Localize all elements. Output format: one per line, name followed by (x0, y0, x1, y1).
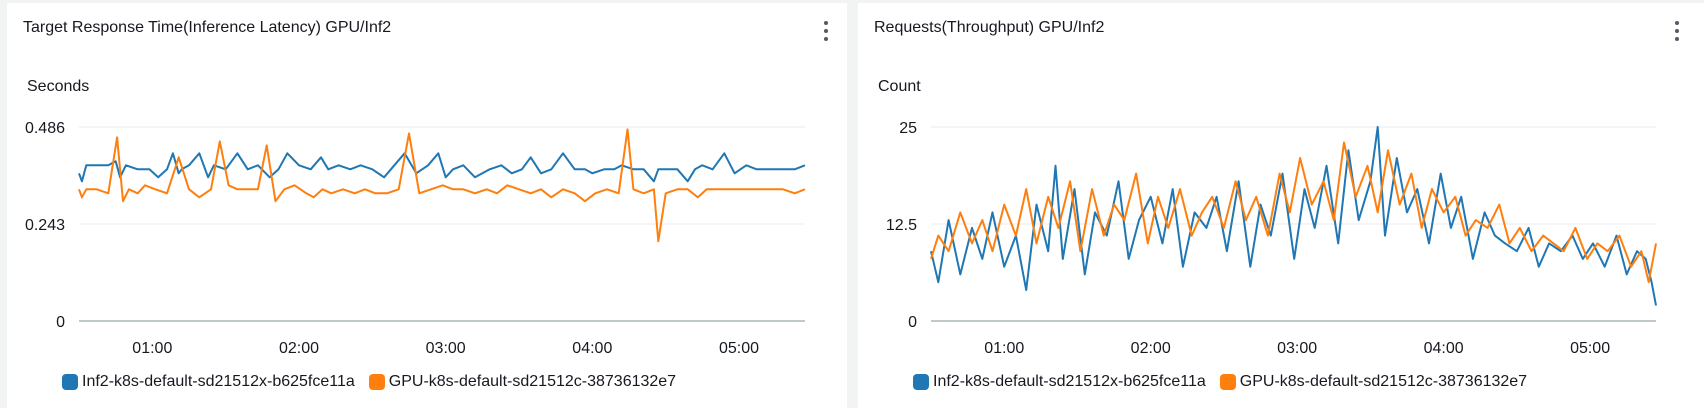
vertical-ellipsis-icon (824, 21, 828, 25)
latency-chart: Seconds 0.486 0.243 0 01:00 02:00 03:00 04:00 05… (25, 78, 806, 357)
x-tick-label: 04:00 (572, 340, 612, 357)
x-tick-label: 05:00 (719, 340, 759, 357)
x-tick-label: 01:00 (132, 340, 172, 357)
x-tick-label: 03:00 (426, 340, 466, 357)
legend-label: GPU-k8s-default-sd21512c-38736132e7 (1239, 373, 1528, 390)
widget-actions-button[interactable] (818, 17, 834, 45)
x-tick-label: 05:00 (1570, 340, 1610, 357)
x-tick-label: 03:00 (1277, 340, 1317, 357)
vertical-ellipsis-icon (1675, 21, 1679, 25)
series-line-gpu[interactable] (930, 141, 1657, 284)
y-tick-label: 0 (56, 314, 65, 331)
y-tick-label: 0.243 (25, 217, 65, 234)
x-tick-label: 04:00 (1424, 340, 1464, 357)
y-tick-label: 0.486 (25, 120, 65, 137)
widget-title: Target Response Time(Inference Latency) … (23, 19, 392, 36)
ellipsis-dot (824, 29, 828, 33)
legend-swatch (913, 374, 929, 390)
legend-label: Inf2-k8s-default-sd21512x-b625fce11a (82, 373, 355, 390)
latency-widget: Target Response Time(Inference Latency) … (7, 3, 847, 408)
y-tick-label: 0 (908, 314, 917, 331)
widget-actions-button[interactable] (1669, 17, 1685, 45)
x-tick-label: 02:00 (279, 340, 319, 357)
ellipsis-dot (824, 37, 828, 41)
legend-swatch (62, 374, 78, 390)
widget-title: Requests(Throughput) GPU/Inf2 (874, 19, 1105, 36)
legend-item-gpu[interactable]: GPU-k8s-default-sd21512c-38736132e7 (1219, 373, 1528, 391)
y-axis-label: Seconds (27, 78, 89, 95)
x-tick-label: 01:00 (984, 340, 1024, 357)
y-tick-label: 12.5 (886, 217, 917, 234)
legend-swatch (368, 374, 385, 390)
ellipsis-dot (1675, 29, 1679, 33)
chart-legend: Inf2-k8s-default-sd21512x-b625fce11a GPU… (62, 373, 690, 391)
legend-item-inf2[interactable]: Inf2-k8s-default-sd21512x-b625fce11a (913, 373, 1206, 391)
y-tick-label: 25 (899, 120, 917, 137)
series-line-gpu[interactable] (78, 128, 806, 243)
legend-item-inf2[interactable]: Inf2-k8s-default-sd21512x-b625fce11a (62, 373, 355, 391)
series-line-inf2[interactable] (78, 152, 806, 183)
ellipsis-dot (1675, 37, 1679, 41)
series-line-inf2[interactable] (930, 126, 1657, 306)
throughput-chart: Count 25 12.5 0 01:00 02:00 03:00 04:00 05:00 (878, 78, 1657, 357)
legend-label: Inf2-k8s-default-sd21512x-b625fce11a (933, 373, 1206, 390)
chart-legend: Inf2-k8s-default-sd21512x-b625fce11a GPU… (913, 373, 1541, 391)
throughput-widget: Requests(Throughput) GPU/Inf2 Count 25 12.… (858, 3, 1704, 408)
legend-item-gpu[interactable]: GPU-k8s-default-sd21512c-38736132e7 (368, 373, 677, 391)
x-tick-label: 02:00 (1131, 340, 1171, 357)
y-axis-label: Count (878, 78, 921, 95)
legend-swatch (1219, 374, 1236, 390)
legend-label: GPU-k8s-default-sd21512c-38736132e7 (388, 373, 677, 390)
